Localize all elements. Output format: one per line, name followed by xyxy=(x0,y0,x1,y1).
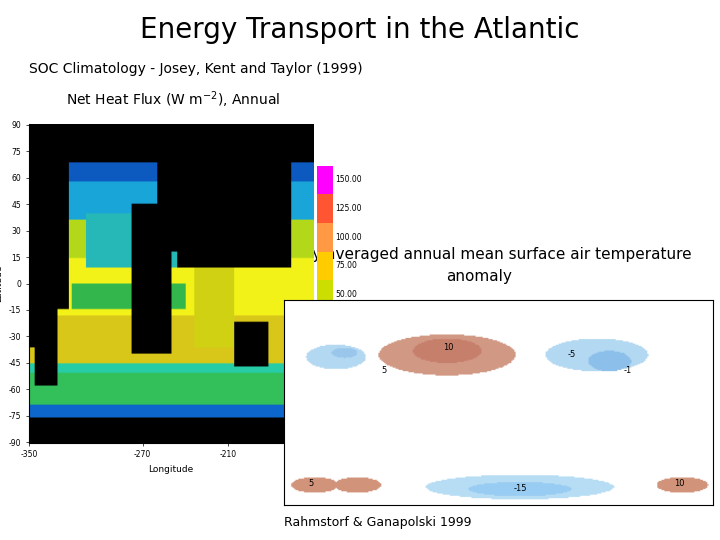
Text: Zonally averaged annual mean surface air temperature: Zonally averaged annual mean surface air… xyxy=(266,247,692,262)
Bar xyxy=(317,280,333,309)
Text: 125.00: 125.00 xyxy=(335,204,361,213)
Bar xyxy=(317,194,333,223)
Bar xyxy=(317,252,333,280)
Text: Rahmstorf & Ganapolski 1999: Rahmstorf & Ganapolski 1999 xyxy=(284,516,472,529)
Text: -15: -15 xyxy=(514,484,528,493)
Text: -1: -1 xyxy=(624,367,632,375)
Text: SOC Climatology - Josey, Kent and Taylor (1999): SOC Climatology - Josey, Kent and Taylor… xyxy=(29,62,362,76)
Text: 75.00: 75.00 xyxy=(335,261,357,271)
Text: anomaly: anomaly xyxy=(446,269,512,284)
Bar xyxy=(317,223,333,252)
X-axis label: Longitude: Longitude xyxy=(148,465,194,474)
Text: Net Heat Flux (W m$^{-2}$), Annual: Net Heat Flux (W m$^{-2}$), Annual xyxy=(66,89,280,110)
Text: 150.00: 150.00 xyxy=(335,176,361,185)
Text: 5: 5 xyxy=(381,367,386,375)
Text: 5: 5 xyxy=(308,480,313,488)
Text: 10: 10 xyxy=(674,480,685,488)
Text: 50.00: 50.00 xyxy=(335,290,357,299)
Text: -5: -5 xyxy=(568,350,576,360)
Bar xyxy=(317,166,333,194)
Y-axis label: Latitude: Latitude xyxy=(0,265,3,302)
Text: Energy Transport in the Atlantic: Energy Transport in the Atlantic xyxy=(140,16,580,44)
Text: 10: 10 xyxy=(443,342,453,352)
Text: 100.00: 100.00 xyxy=(335,233,361,242)
